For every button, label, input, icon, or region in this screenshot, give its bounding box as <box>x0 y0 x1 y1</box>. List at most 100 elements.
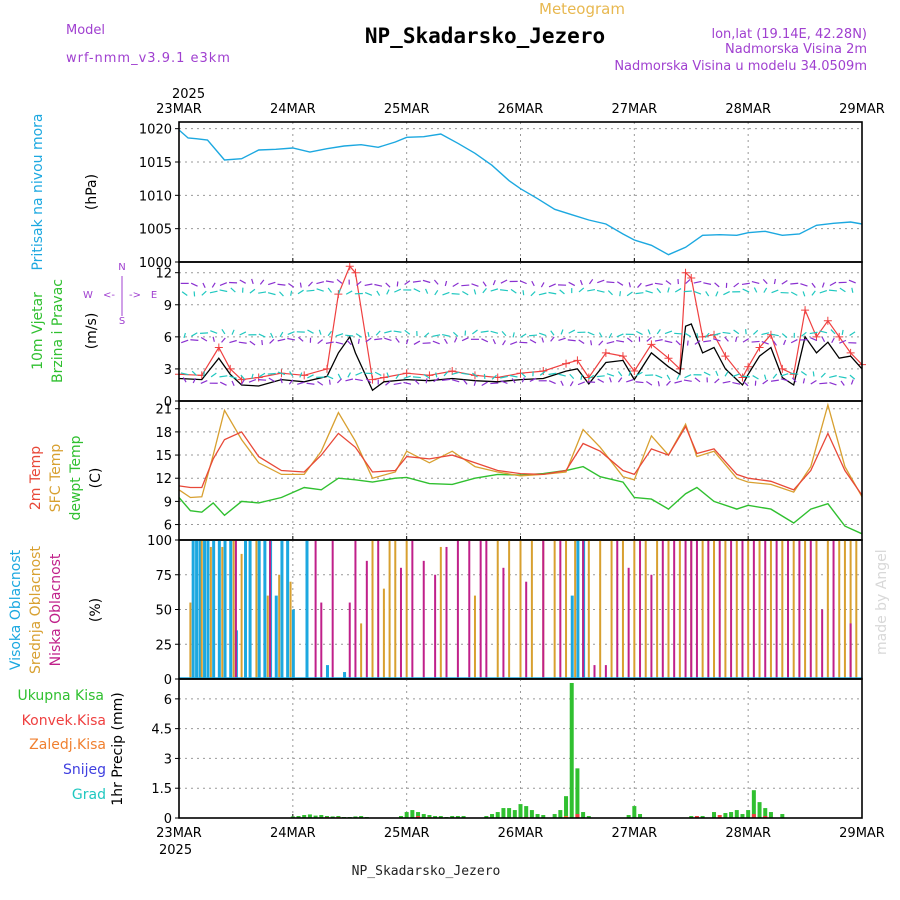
wind-direction-arrow <box>801 331 807 337</box>
wind-direction-arrow <box>325 280 334 283</box>
wind-direction-arrow <box>480 330 489 333</box>
cloud-high-bar <box>343 672 347 679</box>
wind-gust-mark <box>368 375 377 384</box>
wind-direction-arrow <box>626 291 633 297</box>
wind-gust-mark <box>351 268 360 277</box>
wind-direction-arrow <box>745 329 747 335</box>
cloud-mid-bar <box>508 540 511 679</box>
wind-direction-arrow <box>268 281 276 286</box>
cloud-low-bar <box>485 540 488 679</box>
ylabel-temp-unit: (C) <box>88 468 104 489</box>
wind-direction-arrow <box>606 281 615 284</box>
cloud-mid-bar <box>804 540 807 679</box>
cloud-low-bar <box>542 540 545 679</box>
wind-direction-arrow <box>364 283 373 287</box>
wind-direction-arrow <box>192 377 197 384</box>
wind-direction-arrow <box>800 370 807 376</box>
cloud-low-bar <box>832 540 835 679</box>
precip-total-bar <box>455 816 460 818</box>
wind-direction-arrow <box>666 380 671 386</box>
cloud-mid-bar <box>713 540 716 679</box>
legend-snow: Snijeg <box>63 762 106 778</box>
cloud-low-bar <box>331 540 334 679</box>
wind-gust-mark <box>573 356 582 365</box>
cloud-high-bar <box>203 540 207 679</box>
y-tick-label: 6 <box>164 693 172 708</box>
cloud-high-bar <box>244 540 248 679</box>
wind-direction-arrow <box>453 337 458 343</box>
wind-direction-arrow <box>674 380 682 384</box>
wind-direction-arrow <box>753 287 758 293</box>
cloud-low-bar <box>809 540 812 679</box>
wind-direction-arrow <box>345 334 354 337</box>
wind-direction-arrow <box>548 283 556 288</box>
cloud-high-bar <box>257 540 261 679</box>
wind-direction-arrow <box>597 279 605 284</box>
wind-direction-arrow <box>277 283 286 286</box>
wind-direction-arrow <box>558 337 566 342</box>
y-tick-label: 25 <box>155 638 172 653</box>
wind-direction-arrow <box>317 380 324 386</box>
wind-direction-arrow <box>306 289 315 292</box>
wind-direction-arrow <box>773 278 776 285</box>
y-tick-label: 6 <box>164 331 172 346</box>
wind-direction-arrow <box>219 381 227 386</box>
panel-precipitation: 0 1.5 3 4.5 6 <box>151 678 863 827</box>
wind-direction-arrow <box>510 341 518 345</box>
wind-direction-arrow <box>212 336 215 342</box>
wind-direction-arrow <box>606 373 615 377</box>
wind-direction-arrow <box>724 336 729 342</box>
wind-gust-mark <box>687 274 696 283</box>
top-time-axis: 2025 <box>172 87 205 102</box>
wind-direction-arrow <box>849 331 856 337</box>
wind-gust-mark <box>618 352 627 361</box>
cloud-low-bar <box>377 540 380 679</box>
wind-direction-arrow <box>435 372 438 378</box>
precip-conv-bar <box>575 814 580 818</box>
compass-n: N <box>118 262 125 273</box>
wind-direction-arrow <box>239 279 247 284</box>
cloud-mid-bar <box>678 540 681 679</box>
wind-direction-arrow <box>674 332 683 335</box>
wind-direction-arrow <box>598 332 603 338</box>
wind-direction-arrow <box>395 337 400 343</box>
panel-wind: 0 3 6 9 12 <box>155 261 866 410</box>
cloud-low-bar <box>730 540 733 679</box>
wind-direction-arrow <box>770 333 779 337</box>
wind-direction-arrow <box>492 338 496 345</box>
cloud-low-bar <box>320 602 323 679</box>
cloud-mid-bar <box>621 540 624 679</box>
wind-direction-arrow <box>443 338 448 344</box>
y-tick-label: 3 <box>164 752 172 767</box>
wind-direction-arrow <box>404 329 411 335</box>
wind-direction-arrow <box>714 282 720 288</box>
ylabel-dewpt: dewpt Temp <box>68 435 84 520</box>
cloud-mid-bar <box>405 540 408 679</box>
bottom-time-label: 25MAR <box>384 826 430 841</box>
wind-direction-arrow <box>190 339 199 341</box>
wind-direction-arrow <box>790 339 798 344</box>
cloud-low-bar <box>314 540 317 679</box>
ylabel-pressure: Pritisak na nivou mora <box>30 113 46 270</box>
elevation-text: Nadmorska Visina 2m <box>725 42 867 57</box>
wind-direction-arrow <box>616 339 625 343</box>
y-tick-label: 6 <box>164 519 172 534</box>
wind-direction-arrow <box>452 282 459 287</box>
wind-direction-arrow <box>386 289 390 295</box>
cloud-mid-bar <box>189 602 192 679</box>
y-tick-label: 1005 <box>139 223 172 238</box>
wind-direction-arrow <box>338 288 341 294</box>
cloud-mid-bar <box>838 540 841 679</box>
wind-direction-arrow <box>781 333 788 339</box>
cloud-high-bar <box>263 540 267 679</box>
wind-direction-arrow <box>550 336 555 342</box>
wind-direction-arrow <box>810 337 818 342</box>
cloud-low-bar <box>502 567 505 679</box>
wind-direction-arrow <box>412 280 421 283</box>
wind-gust-mark <box>744 362 753 371</box>
cloud-low-bar <box>616 540 619 679</box>
wind-direction-arrow <box>831 337 835 344</box>
top-time-label: 26MAR <box>498 102 544 117</box>
wind-gust-mark <box>630 367 639 376</box>
